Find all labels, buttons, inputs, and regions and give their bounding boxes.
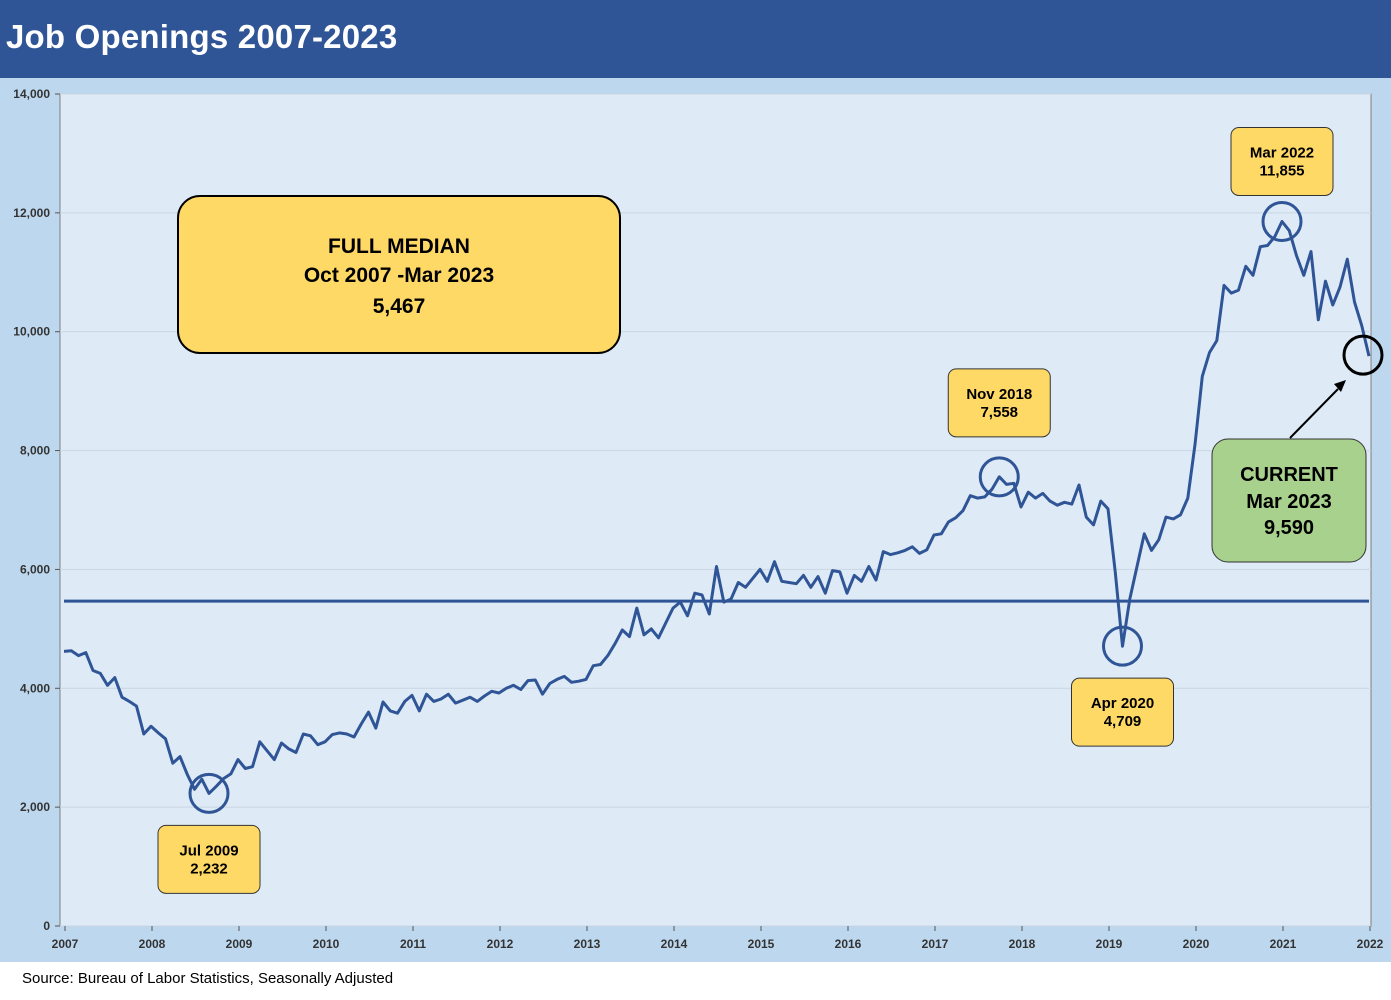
y-tick-label: 12,000	[13, 206, 50, 220]
y-tick-label: 2,000	[20, 800, 50, 814]
annotation-value: 2,232	[190, 860, 228, 877]
chart-title: Job Openings 2007-2023	[6, 18, 398, 55]
footer: Source: Bureau of Labor Statistics, Seas…	[0, 962, 1391, 1000]
x-tick-label: 2017	[922, 937, 949, 951]
x-tick-label: 2009	[226, 937, 253, 951]
current-arrow-head	[1334, 380, 1346, 392]
x-tick-label: 2013	[574, 937, 601, 951]
y-tick-label: 14,000	[13, 87, 50, 101]
annotation-label: Jul 2009	[179, 842, 238, 859]
current-box-title: CURRENT	[1240, 464, 1338, 486]
current-circle	[1342, 334, 1384, 376]
x-tick-label: 2008	[139, 937, 166, 951]
annotation-circle	[188, 772, 230, 814]
source-note: Source: Bureau of Labor Statistics, Seas…	[22, 970, 394, 987]
header-bar: Job Openings 2007-2023	[0, 0, 1391, 78]
annotation-circle	[978, 456, 1020, 498]
median-box-value: 5,467	[373, 295, 426, 318]
x-tick-label: 2012	[487, 937, 514, 951]
y-tick-label: 4,000	[20, 681, 50, 695]
median-box-title: FULL MEDIAN	[328, 235, 470, 258]
x-tick-label: 2019	[1096, 937, 1123, 951]
series-line-job-openings	[63, 220, 1371, 795]
current-arrow-line	[1289, 388, 1339, 439]
annotation-box	[1071, 677, 1174, 747]
y-tick-label: 6,000	[20, 562, 50, 576]
annotation-box	[157, 824, 261, 894]
median-box	[177, 195, 621, 354]
x-tick-label: 2011	[400, 937, 426, 951]
annotation-value: 4,709	[1104, 713, 1142, 730]
x-tick-label: 2018	[1009, 937, 1036, 951]
x-tick-label: 2007	[52, 937, 79, 951]
x-tick-label: 2021	[1270, 937, 1297, 951]
x-tick-label: 2020	[1183, 937, 1210, 951]
annotation-box	[1230, 126, 1334, 196]
current-box-period: Mar 2023	[1246, 491, 1332, 513]
x-tick-label: 2016	[835, 937, 862, 951]
annotation-circle	[1102, 625, 1143, 667]
x-tick-label: 2010	[313, 937, 340, 951]
x-tick-label: 2015	[748, 937, 775, 951]
annotation-label: Apr 2020	[1091, 695, 1154, 712]
annotation-value: 7,558	[980, 404, 1018, 421]
annotation-box	[947, 368, 1051, 438]
current-box	[1211, 438, 1367, 563]
y-tick-label: 10,000	[13, 325, 50, 339]
annotation-label: Nov 2018	[966, 386, 1032, 403]
annotation-label: Mar 2022	[1250, 144, 1314, 161]
current-box-value: 9,590	[1264, 517, 1314, 539]
y-tick-label: 0	[43, 919, 50, 933]
x-tick-label: 2014	[661, 937, 688, 951]
annotation-value: 11,855	[1259, 162, 1304, 179]
median-box-period: Oct 2007 -Mar 2023	[304, 264, 494, 287]
x-tick-label: 2022	[1357, 937, 1384, 951]
y-tick-label: 8,000	[20, 444, 50, 458]
annotation-circle	[1261, 200, 1303, 242]
